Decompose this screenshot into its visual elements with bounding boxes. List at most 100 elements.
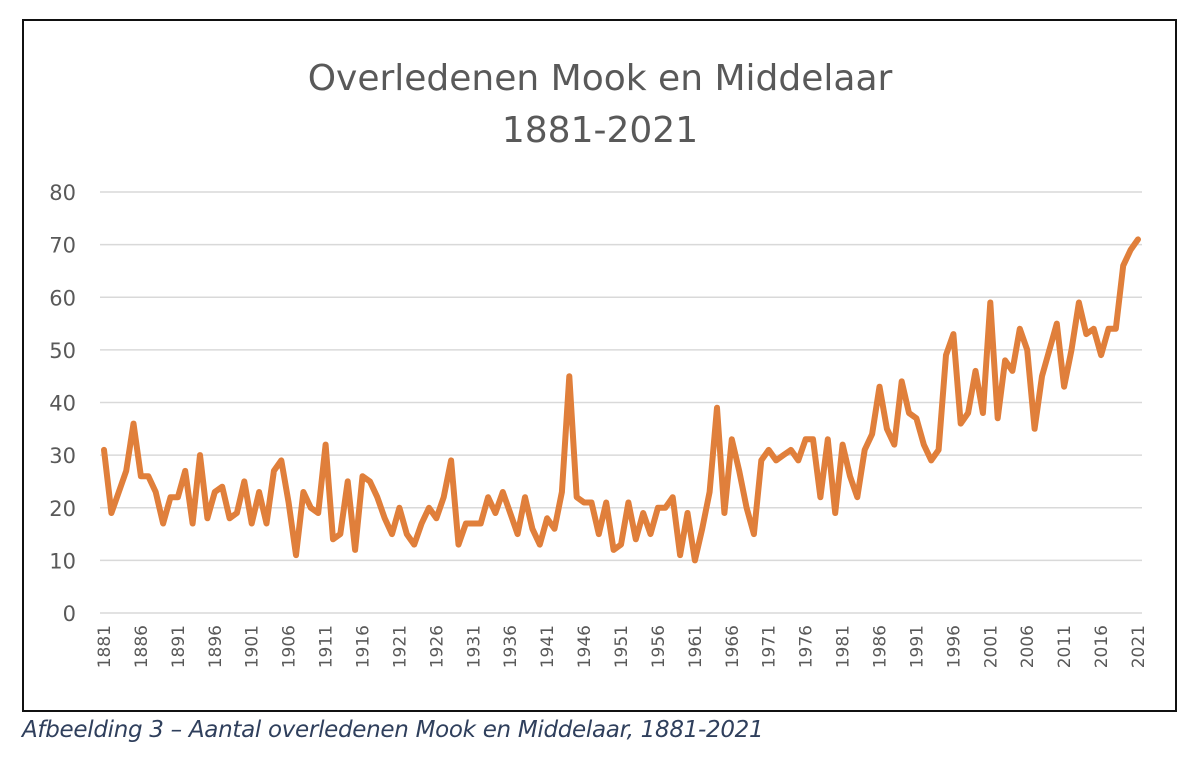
y-tick-label: 40 [49,392,76,416]
data-point-1883 [116,489,122,495]
chart-title: Overledenen Mook en Middelaar 1881-2021 [0,53,1200,157]
data-point-1905 [278,457,284,463]
data-point-1976 [803,436,809,442]
data-point-1983 [854,494,860,500]
data-point-1960 [685,510,691,516]
data-point-1904 [271,468,277,474]
data-point-1985 [869,431,875,437]
data-point-1981 [840,442,846,448]
x-tick-label: 1956 [649,625,669,668]
data-point-1923 [411,542,417,548]
data-point-1929 [456,542,462,548]
data-point-1915 [352,547,358,553]
data-point-1935 [500,489,506,495]
data-point-1911 [323,442,329,448]
data-point-1943 [559,489,565,495]
data-point-1910 [315,510,321,516]
data-point-1999 [973,368,979,374]
x-tick-label: 1941 [538,625,558,668]
data-point-1902 [256,489,262,495]
data-point-1881 [101,447,107,453]
data-point-2008 [1039,373,1045,379]
x-tick-label: 1936 [501,625,521,668]
y-tick-label: 60 [49,286,76,310]
data-point-1958 [670,494,676,500]
data-point-1993 [928,457,934,463]
x-tick-label: 1926 [427,625,447,668]
data-point-1921 [396,505,402,511]
data-point-1889 [160,521,166,527]
data-point-1961 [692,557,698,563]
data-point-1920 [389,531,395,537]
y-tick-label: 80 [49,181,76,205]
data-point-1948 [596,531,602,537]
data-point-1980 [832,510,838,516]
data-point-1907 [293,552,299,558]
data-point-1884 [123,468,129,474]
data-point-2006 [1024,347,1030,353]
data-point-1996 [950,331,956,337]
data-point-1972 [773,457,779,463]
data-point-1928 [448,457,454,463]
data-point-1971 [766,447,772,453]
data-point-1898 [227,515,233,521]
data-point-1909 [308,505,314,511]
data-point-1977 [810,436,816,442]
data-point-1962 [699,526,705,532]
data-point-1997 [958,421,964,427]
data-point-1934 [492,510,498,516]
data-point-1887 [145,473,151,479]
data-point-1945 [574,494,580,500]
x-axis-ticks: 1881 1886 1891 1896 1901 1906 1911 1916 1921 1926… [95,625,1149,668]
chart-title-line2: 1881-2021 [501,110,699,151]
data-point-2001 [987,300,993,306]
data-point-1986 [877,384,883,390]
data-point-1893 [190,521,196,527]
x-tick-label: 1886 [132,625,152,668]
data-point-1998 [965,410,971,416]
data-point-1892 [182,468,188,474]
data-point-1987 [884,426,890,432]
x-tick-label: 2001 [981,625,1001,668]
data-point-1932 [478,521,484,527]
data-point-1901 [249,521,255,527]
data-point-1913 [337,531,343,537]
data-point-1908 [300,489,306,495]
x-tick-label: 1981 [834,625,854,668]
y-tick-label: 30 [49,444,76,468]
data-point-2019 [1120,263,1126,269]
data-point-1944 [566,373,572,379]
data-point-1888 [153,489,159,495]
x-tick-label: 1951 [612,625,632,668]
data-point-1882 [108,510,114,516]
data-point-1984 [862,447,868,453]
x-tick-label: 1901 [243,625,263,668]
data-point-1994 [936,447,942,453]
data-point-1890 [168,494,174,500]
data-point-1952 [625,500,631,506]
y-tick-label: 10 [49,549,76,573]
data-point-2014 [1083,331,1089,337]
data-point-1940 [537,542,543,548]
data-point-1896 [212,489,218,495]
data-point-1938 [522,494,528,500]
data-point-1885 [131,421,137,427]
data-point-2011 [1061,384,1067,390]
data-point-1918 [374,494,380,500]
series-group [101,236,1141,564]
x-tick-label: 1896 [206,625,226,668]
data-point-2010 [1054,321,1060,327]
data-point-1939 [529,526,535,532]
data-point-1967 [736,468,742,474]
x-tick-label: 1966 [723,625,743,668]
data-point-2009 [1046,347,1052,353]
data-point-2017 [1106,326,1112,332]
data-point-1979 [825,436,831,442]
data-point-1900 [241,478,247,484]
data-point-1946 [581,500,587,506]
x-tick-label: 2011 [1055,625,1075,668]
data-point-1916 [360,473,366,479]
data-point-1954 [640,510,646,516]
y-axis-ticks: 0 10 20 30 40 50 60 70 80 [49,181,76,626]
data-point-1912 [330,536,336,542]
